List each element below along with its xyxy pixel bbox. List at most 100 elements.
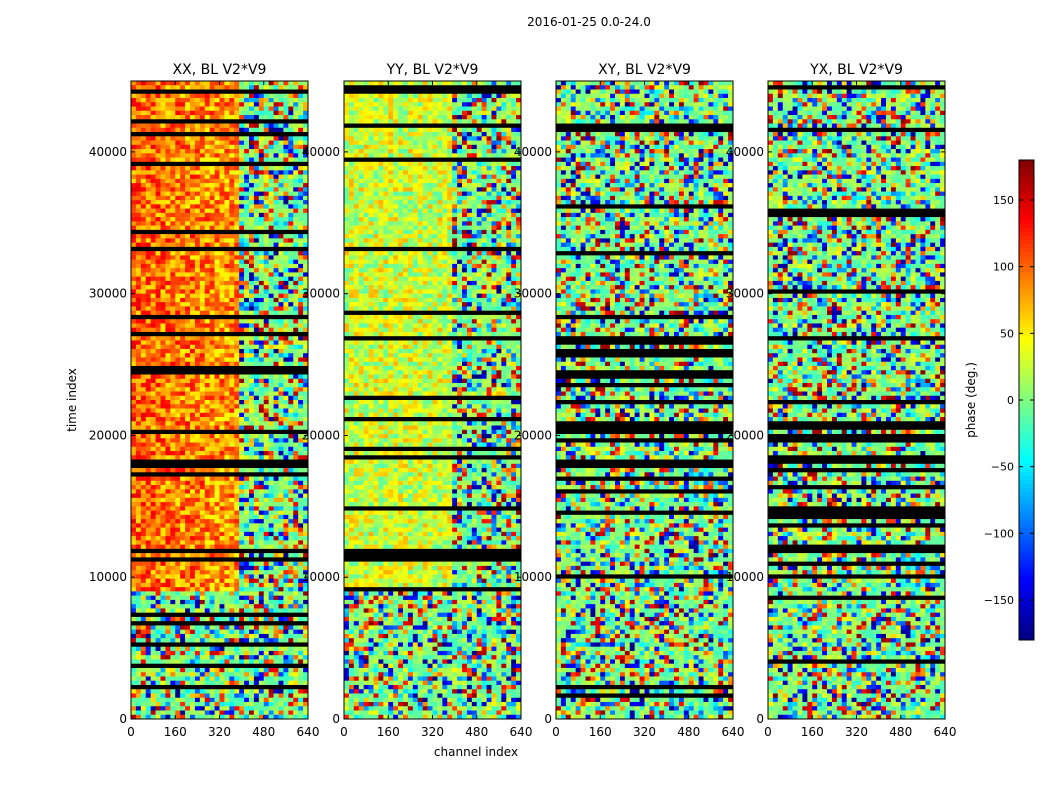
image-cell: [224, 536, 229, 541]
image-cell: [234, 196, 239, 201]
image-cell: [200, 489, 205, 494]
image-cell: [170, 600, 175, 605]
image-cell: [190, 583, 195, 588]
image-cell: [141, 170, 146, 175]
image-cell: [374, 107, 379, 112]
image-cell: [249, 668, 254, 673]
image-cell: [293, 289, 298, 294]
image-cell: [224, 98, 229, 103]
image-cell: [131, 124, 136, 129]
image-cell: [210, 311, 215, 316]
image-cell: [274, 553, 279, 558]
image-cell: [274, 272, 279, 277]
image-cell: [482, 111, 487, 116]
image-cell: [146, 387, 151, 392]
image-cell: [190, 209, 195, 214]
image-cell: [293, 196, 298, 201]
image-cell: [170, 591, 175, 596]
image-cell: [259, 706, 264, 711]
image-cell: [224, 383, 229, 388]
image-cell: [264, 128, 269, 133]
image-cell: [393, 115, 398, 120]
image-cell: [180, 523, 185, 528]
image-cell: [151, 391, 156, 396]
image-cell: [210, 477, 215, 482]
image-cell: [259, 702, 264, 707]
image-cell: [224, 353, 229, 358]
image-cell: [156, 443, 161, 448]
image-cell: [274, 357, 279, 362]
image-cell: [279, 107, 284, 112]
image-cell: [161, 209, 166, 214]
image-cell: [293, 111, 298, 116]
image-cell: [288, 362, 293, 367]
image-cell: [136, 689, 141, 694]
image-cell: [131, 362, 136, 367]
image-cell: [224, 285, 229, 290]
image-cell: [131, 515, 136, 520]
image-cell: [224, 102, 229, 107]
image-cell: [220, 706, 225, 711]
image-cell: [146, 404, 151, 409]
image-cell: [131, 409, 136, 414]
image-cell: [180, 349, 185, 354]
image-cell: [165, 251, 170, 256]
image-cell: [220, 200, 225, 205]
image-cell: [239, 583, 244, 588]
image-cell: [165, 260, 170, 265]
image-cell: [215, 528, 220, 533]
image-cell: [269, 562, 274, 567]
image-cell: [215, 638, 220, 643]
image-cell: [151, 111, 156, 116]
image-cell: [175, 489, 180, 494]
image-cell: [249, 676, 254, 681]
image-cell: [195, 111, 200, 116]
image-cell: [161, 655, 166, 660]
image-cell: [156, 438, 161, 443]
image-cell: [185, 281, 190, 286]
image-cell: [161, 702, 166, 707]
image-cell: [185, 209, 190, 214]
image-cell: [180, 477, 185, 482]
image-cell: [364, 111, 369, 116]
image-cell: [298, 179, 303, 184]
image-cell: [215, 426, 220, 431]
image-cell: [195, 391, 200, 396]
image-cell: [195, 353, 200, 358]
image-cell: [279, 204, 284, 209]
image-cell: [279, 600, 284, 605]
image-cell: [165, 451, 170, 456]
image-cell: [185, 409, 190, 414]
image-cell: [161, 485, 166, 490]
image-cell: [205, 553, 210, 558]
image-cell: [254, 294, 259, 299]
image-cell: [457, 119, 462, 124]
image-cell: [215, 545, 220, 550]
image-cell: [259, 289, 264, 294]
image-cell: [161, 136, 166, 141]
image-cell: [224, 689, 229, 694]
image-cell: [244, 124, 249, 129]
image-cell: [269, 477, 274, 482]
image-cell: [205, 502, 210, 507]
image-cell: [210, 591, 215, 596]
image-cell: [165, 277, 170, 282]
image-cell: [141, 481, 146, 486]
image-cell: [413, 107, 418, 112]
image-cell: [220, 336, 225, 341]
image-cell: [141, 693, 146, 698]
image-cell: [274, 647, 279, 652]
image-cell: [239, 102, 244, 107]
image-cell: [264, 179, 269, 184]
image-cell: [224, 519, 229, 524]
image-cell: [293, 676, 298, 681]
image-cell: [200, 328, 205, 333]
image-cell: [165, 477, 170, 482]
image-cell: [229, 413, 234, 418]
image-cell: [224, 340, 229, 345]
image-cell: [185, 260, 190, 265]
image-cell: [215, 362, 220, 367]
image-cell: [264, 515, 269, 520]
image-cell: [264, 340, 269, 345]
image-cell: [264, 204, 269, 209]
